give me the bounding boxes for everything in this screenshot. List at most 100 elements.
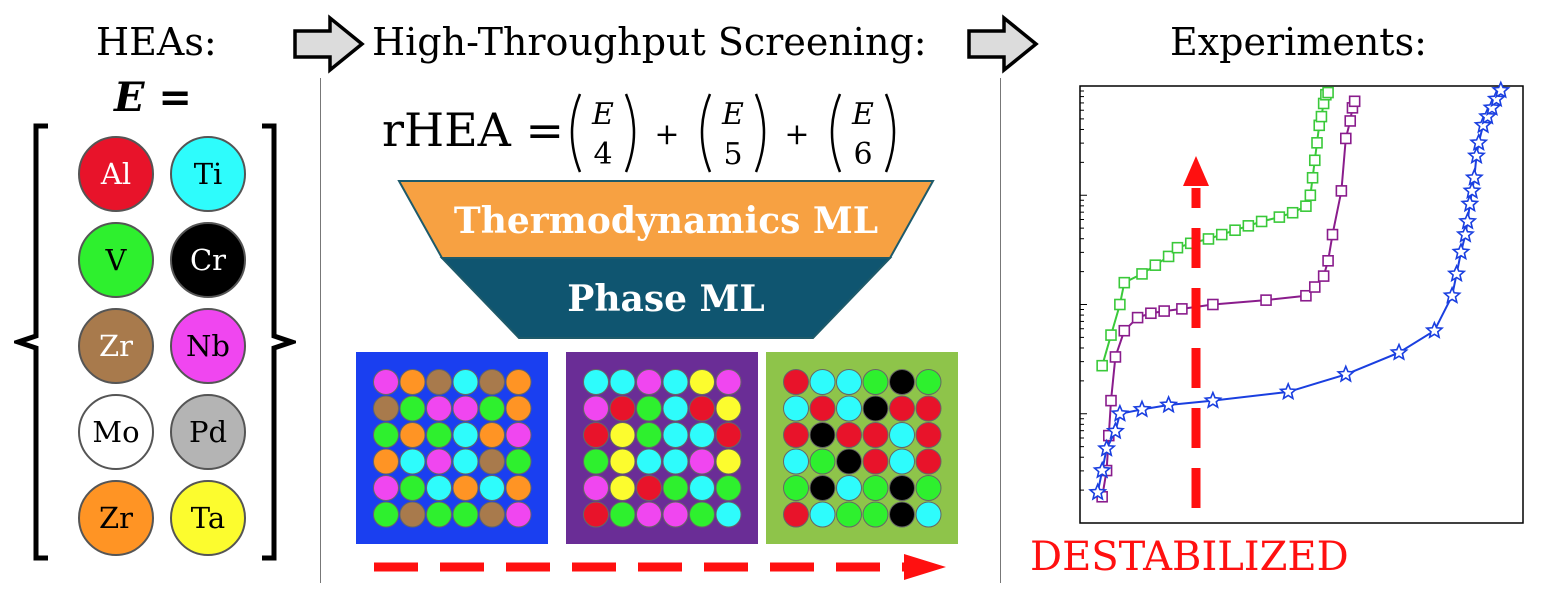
destabilized-label: DESTABILIZED: [1030, 534, 1349, 580]
lattice-atom: [399, 422, 426, 448]
data-point: [1145, 307, 1157, 320]
lattice-atom: [609, 422, 636, 448]
lattice-atom: [836, 395, 862, 422]
data-point: [1207, 298, 1219, 311]
data-point: [1229, 224, 1241, 237]
data-point: [1451, 242, 1471, 261]
lattice-atom: [915, 395, 942, 422]
lattice-atom: [505, 369, 532, 395]
lattice-atom: [452, 369, 479, 395]
lattice-atom: [662, 475, 689, 501]
heading-heas: HEAs:: [96, 20, 217, 64]
lattice-atom: [836, 369, 862, 395]
data-point: [1339, 132, 1352, 145]
lattice-atom: [889, 369, 915, 395]
lattice-atom: [889, 422, 915, 448]
element-pd: Pd: [170, 394, 246, 470]
lattice-atom: [783, 422, 809, 448]
ml-funnel: Thermodynamics ML Phase ML: [397, 180, 935, 339]
data-point: [1109, 351, 1122, 363]
data-point: [1105, 394, 1117, 407]
divider-right: [1000, 78, 1001, 583]
lattice-atom: [862, 369, 889, 395]
data-point: [1491, 80, 1511, 99]
lattice-atom: [426, 395, 452, 422]
lattice-atom: [809, 475, 836, 501]
element-al: Al: [78, 136, 154, 212]
data-point: [1482, 97, 1502, 116]
lattice-atom: [862, 422, 889, 448]
data-point: [1215, 228, 1228, 241]
data-point: [1317, 270, 1330, 282]
lattice-atom: [889, 501, 915, 528]
lattice-atom: [479, 395, 505, 422]
lattice-atom: [809, 501, 836, 528]
data-point: [1455, 224, 1475, 243]
binom-left-paren: [830, 93, 842, 173]
data-point: [1389, 342, 1409, 361]
data-point: [1424, 320, 1444, 339]
lattice-atom: [373, 369, 399, 395]
lattice-atom: [505, 395, 532, 422]
lattice-atom: [399, 395, 426, 422]
lattice-atom: [426, 475, 452, 501]
binom-right-paren: [624, 93, 636, 173]
left-brace: [14, 123, 48, 561]
data-point: [1315, 110, 1328, 123]
data-point: [1336, 364, 1356, 383]
data-point: [1278, 381, 1298, 401]
lattice-atom: [662, 501, 689, 528]
lattice-atom: [915, 369, 942, 395]
lattice-atom: [783, 395, 809, 422]
data-point: [1464, 167, 1484, 186]
data-point: [1306, 171, 1319, 184]
plus-sign: +: [784, 117, 809, 152]
lattice-atom: [836, 422, 862, 448]
lattice-atom: [662, 395, 689, 422]
lattice-atom: [479, 422, 505, 448]
phase-ml-label: Phase ML: [567, 278, 764, 320]
data-point: [1202, 233, 1215, 245]
binom-left-paren: [570, 93, 582, 173]
lattice-atom: [479, 448, 505, 475]
lattice-atom: [609, 369, 636, 395]
lattice-atom: [426, 501, 452, 528]
binom-k: 6: [853, 137, 872, 172]
flow-arrow-1: [293, 14, 365, 74]
lattice-atom: [426, 422, 452, 448]
data-point: [1136, 268, 1148, 280]
lattice-atom: [636, 475, 662, 501]
lattice-atom: [889, 448, 915, 475]
data-point: [1446, 263, 1467, 283]
lattice-atom: [609, 475, 636, 501]
lattice-atom: [636, 422, 662, 448]
lattice-atom: [399, 369, 426, 395]
lattice-atom: [452, 422, 479, 448]
right-brace: [262, 123, 296, 561]
data-point: [1088, 482, 1108, 501]
lattice-atom: [689, 448, 715, 475]
data-point: [1131, 311, 1144, 324]
lattice-atom: [809, 369, 836, 395]
data-point: [1462, 180, 1482, 200]
data-point: [1118, 276, 1131, 289]
lattice-atom: [583, 501, 609, 528]
lattice-atom: [583, 422, 609, 448]
lattice-atom: [862, 501, 889, 528]
data-point: [1149, 259, 1162, 271]
data-point: [1105, 329, 1117, 341]
data-point: [1460, 193, 1480, 213]
lattice-atom: [836, 448, 862, 475]
lattice-atom: [426, 448, 452, 475]
lattice-atom: [715, 501, 742, 528]
binom-k: 5: [723, 137, 742, 172]
destabilized-arrow-head: [1183, 156, 1209, 186]
lattice-atom: [479, 475, 505, 501]
lattice-atom: [809, 422, 836, 448]
lattice-atom: [783, 448, 809, 475]
lattice-atom: [583, 369, 609, 395]
equation-lhs: rHEA =: [382, 103, 564, 157]
lattice-atom: [862, 475, 889, 501]
data-point: [1162, 250, 1175, 263]
data-point: [1300, 289, 1312, 302]
